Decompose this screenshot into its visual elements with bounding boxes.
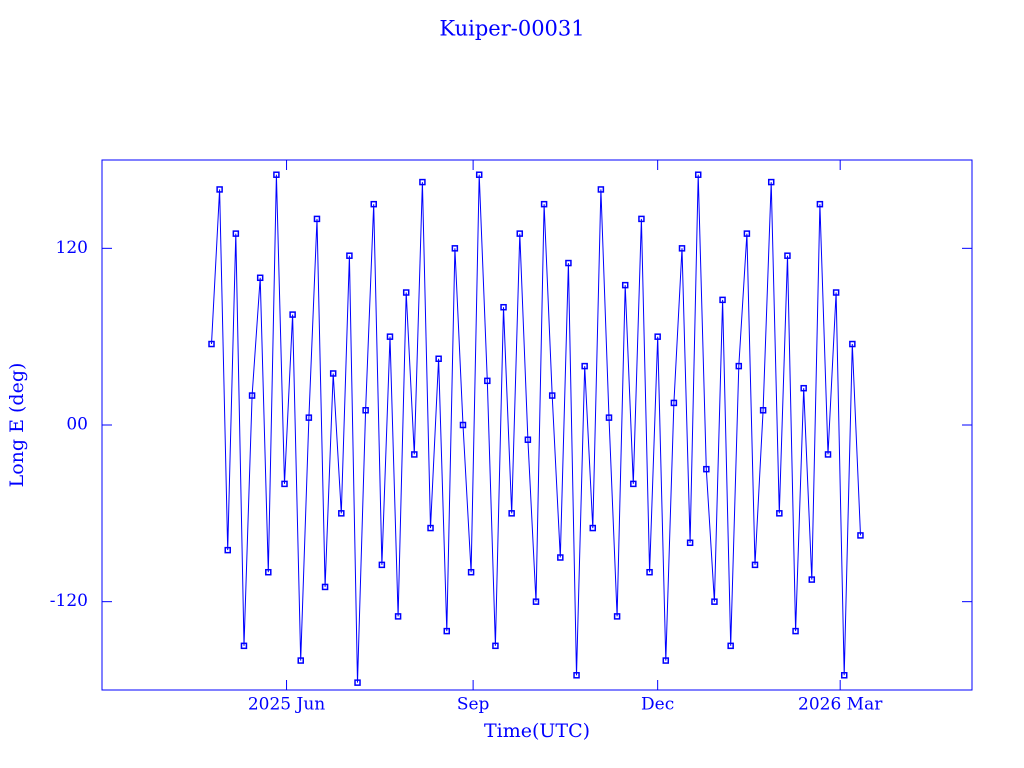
data-point (581, 362, 588, 370)
data-point (467, 568, 475, 576)
data-point (621, 281, 629, 289)
x-axis-label: Time(UTC) (484, 720, 590, 742)
data-point (411, 451, 418, 458)
y-axis-label: Long E (deg) (6, 363, 28, 488)
plot-frame (101, 159, 973, 691)
data-point (703, 465, 710, 473)
data-point (297, 657, 304, 664)
data-point (419, 178, 426, 186)
data-point (475, 171, 483, 178)
data-point (767, 178, 775, 186)
data-point (394, 613, 402, 620)
data-point (792, 627, 799, 635)
data-point (362, 407, 369, 414)
data-point (840, 672, 848, 679)
data-point (435, 355, 442, 362)
data-point (370, 200, 377, 208)
data-point (386, 333, 394, 340)
data-point (484, 377, 491, 385)
data-point (265, 568, 272, 576)
data-point (532, 598, 540, 605)
data-point (832, 289, 840, 296)
data-point (256, 274, 264, 282)
data-point (443, 627, 451, 635)
data-point (402, 289, 410, 296)
data-point (686, 539, 694, 547)
data-point (427, 524, 434, 532)
data-point (273, 171, 280, 178)
data-point (776, 510, 783, 517)
data-point (678, 245, 686, 252)
data-point (508, 510, 515, 517)
chart-title: Kuiper-00031 (439, 17, 584, 41)
data-point (516, 230, 524, 237)
data-point (451, 245, 459, 252)
x-tick-label: 2026 Mar (798, 695, 883, 715)
data-point (654, 333, 661, 340)
data-point (346, 252, 353, 259)
data-point (630, 480, 637, 488)
data-point (849, 340, 856, 348)
data-point (605, 414, 613, 421)
data-point (524, 436, 532, 443)
data-point (378, 561, 386, 569)
data-point (548, 392, 556, 399)
data-point (248, 392, 256, 399)
data-point (711, 598, 718, 605)
data-point (759, 407, 767, 414)
data-point (597, 186, 605, 193)
data-point (459, 421, 467, 429)
y-tick-label: -120 (50, 591, 88, 611)
data-point (816, 200, 824, 208)
data-point (751, 561, 759, 569)
data-point (670, 399, 678, 407)
data-point (492, 642, 499, 650)
data-point (719, 296, 726, 304)
data-point (500, 303, 507, 311)
data-point (646, 568, 653, 576)
data-point (573, 672, 580, 679)
data-point (232, 230, 240, 237)
data-point (662, 657, 670, 664)
data-point (224, 546, 231, 554)
data-point (800, 384, 807, 392)
series-line (211, 174, 861, 683)
data-point (565, 259, 572, 267)
y-tick-label: 120 (56, 238, 88, 258)
data-point (638, 215, 645, 223)
data-point (305, 414, 313, 421)
data-point (727, 642, 734, 650)
data-point (589, 524, 597, 532)
data-point (824, 451, 832, 458)
data-point (208, 340, 215, 348)
x-tick-label: 2025 Jun (248, 695, 325, 715)
data-point (289, 311, 296, 318)
x-tick-label: Dec (641, 695, 674, 715)
data-point (281, 480, 288, 488)
x-tick-label: Sep (457, 695, 490, 715)
data-point (743, 230, 751, 237)
y-tick-label: 00 (66, 415, 88, 435)
data-point (313, 215, 321, 223)
data-point (694, 171, 702, 178)
data-point (216, 186, 223, 193)
data-point (613, 613, 621, 620)
data-point (808, 576, 816, 583)
data-point (784, 252, 791, 259)
data-point (240, 642, 248, 650)
data-point (540, 200, 548, 208)
data-point (329, 370, 337, 377)
data-point (735, 362, 743, 370)
data-point (354, 679, 361, 686)
data-point (557, 554, 564, 561)
data-point (338, 510, 345, 517)
data-point (321, 583, 329, 591)
data-point (857, 532, 864, 539)
